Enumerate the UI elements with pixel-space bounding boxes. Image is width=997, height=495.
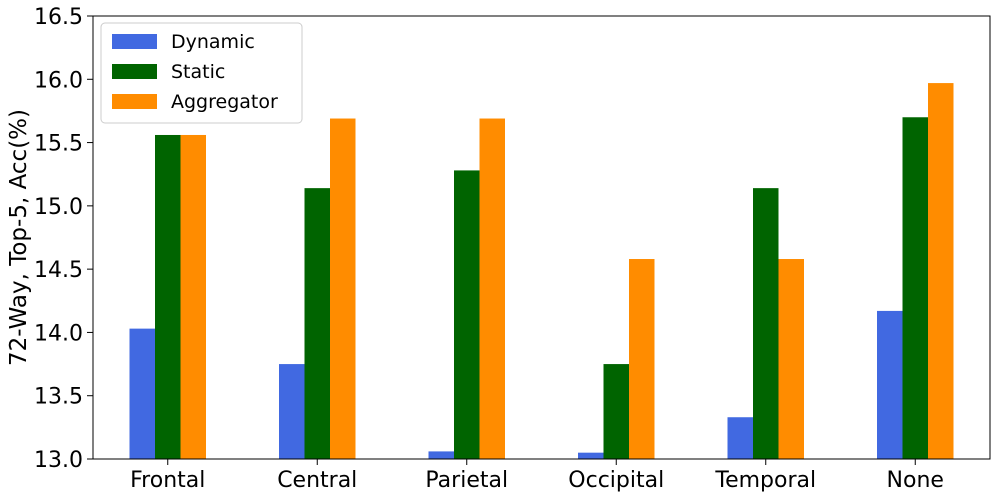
legend-swatch-aggregator xyxy=(112,94,157,109)
bar-dynamic-frontal xyxy=(129,328,155,459)
bar-dynamic-temporal xyxy=(727,417,753,459)
plot-area-frame xyxy=(92,15,991,460)
bar-static-temporal xyxy=(753,188,779,459)
y-tick-label: 15.5 xyxy=(34,132,83,157)
bar-aggregator-none xyxy=(928,83,954,459)
x-tick-label-frontal: Frontal xyxy=(130,468,205,493)
x-tick-label-parietal: Parietal xyxy=(425,468,508,493)
x-tick-label-central: Central xyxy=(277,468,357,493)
y-axis-label: 72-Way, Top-5, Acc(%) xyxy=(6,109,32,366)
y-axis: 13.0 13.5 14.0 14.5 15.0 15.5 16.0 16.5 xyxy=(34,5,93,473)
bars-group xyxy=(129,83,954,459)
bar-static-parietal xyxy=(454,170,480,459)
x-tick-label-temporal: Temporal xyxy=(714,468,816,493)
bar-dynamic-parietal xyxy=(428,451,454,459)
bar-dynamic-occipital xyxy=(578,452,604,459)
bar-aggregator-central xyxy=(330,118,356,459)
y-tick-label: 15.0 xyxy=(34,195,83,220)
y-tick-label: 14.5 xyxy=(34,258,83,283)
legend-swatch-static xyxy=(112,64,157,79)
legend: Dynamic Static Aggregator xyxy=(100,22,303,124)
y-tick-label: 14.0 xyxy=(34,321,83,346)
y-tick-label: 13.5 xyxy=(34,385,83,410)
y-tick-label: 16.0 xyxy=(34,68,83,93)
y-tick-label: 13.0 xyxy=(34,448,83,473)
y-tick-label: 16.5 xyxy=(34,5,83,30)
legend-label-static: Static xyxy=(171,61,225,83)
bar-aggregator-frontal xyxy=(180,134,206,459)
legend-label-dynamic: Dynamic xyxy=(171,31,255,53)
bar-static-frontal xyxy=(155,134,181,459)
legend-label-aggregator: Aggregator xyxy=(171,91,278,113)
bar-aggregator-temporal xyxy=(778,259,804,459)
x-tick-label-none: None xyxy=(887,468,944,493)
x-tick-label-occipital: Occipital xyxy=(568,468,664,493)
bar-dynamic-none xyxy=(877,310,903,459)
bar-aggregator-occipital xyxy=(629,259,655,459)
x-axis: Frontal Central Parietal Occipital Temporal N… xyxy=(130,459,944,493)
legend-swatch-dynamic xyxy=(112,34,157,49)
bar-static-occipital xyxy=(603,364,629,459)
bar-aggregator-parietal xyxy=(479,118,505,459)
bar-static-central xyxy=(304,188,330,459)
bar-static-none xyxy=(902,117,928,459)
bar-dynamic-central xyxy=(279,364,305,459)
